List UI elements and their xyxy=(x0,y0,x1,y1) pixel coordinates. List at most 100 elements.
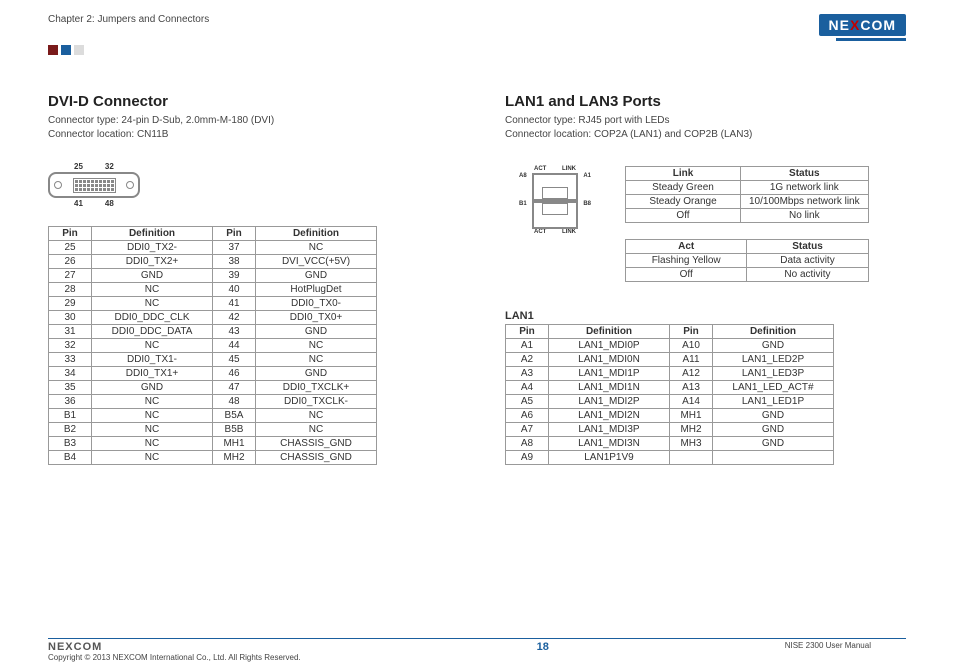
table-cell: 35 xyxy=(49,381,92,395)
table-cell: 28 xyxy=(49,283,92,297)
table-cell: B2 xyxy=(49,423,92,437)
table-cell: 39 xyxy=(213,269,256,283)
table-cell xyxy=(670,451,713,465)
table-cell: GND xyxy=(713,423,834,437)
table-cell: B3 xyxy=(49,437,92,451)
table-cell: LAN1_MDI0N xyxy=(549,353,670,367)
lan-status-block: ACTLINK A8 A1 B1 B8 ACTLINK LinkStatus S… xyxy=(505,166,906,282)
table-cell: Steady Green xyxy=(626,181,741,195)
table-cell: MH3 xyxy=(670,437,713,451)
table-cell: LAN1_MDI3N xyxy=(549,437,670,451)
table-cell: GND xyxy=(92,269,213,283)
table-cell: CHASSIS_GND xyxy=(256,451,377,465)
accent-squares xyxy=(48,45,906,55)
table-cell: No activity xyxy=(747,268,868,282)
table-cell: MH2 xyxy=(670,423,713,437)
table-cell: 36 xyxy=(49,395,92,409)
table-cell: LAN1_LED1P xyxy=(713,395,834,409)
table-cell: 30 xyxy=(49,311,92,325)
table-cell: NC xyxy=(92,395,213,409)
table-cell: LAN1_LED_ACT# xyxy=(713,381,834,395)
table-cell: DDI0_TX2- xyxy=(92,241,213,255)
lan1-pin-table: Pin Definition Pin Definition A1LAN1_MDI… xyxy=(505,324,834,465)
table-cell: Flashing Yellow xyxy=(626,254,747,268)
chapter-title: Chapter 2: Jumpers and Connectors xyxy=(48,14,209,25)
table-cell: LAN1_MDI0P xyxy=(549,339,670,353)
table-cell: 37 xyxy=(213,241,256,255)
footer-logo: NEXCOM xyxy=(48,641,301,653)
table-cell: A6 xyxy=(506,409,549,423)
table-cell: NC xyxy=(256,409,377,423)
table-cell: NC xyxy=(92,283,213,297)
table-cell: DDI0_TX1- xyxy=(92,353,213,367)
table-cell: DDI0_TX0+ xyxy=(256,311,377,325)
table-cell: GND xyxy=(256,269,377,283)
table-cell: 25 xyxy=(49,241,92,255)
table-cell: No link xyxy=(741,209,869,223)
table-cell: NC xyxy=(92,423,213,437)
table-cell: Data activity xyxy=(747,254,868,268)
table-cell: MH1 xyxy=(213,437,256,451)
table-cell: DDI0_TX0- xyxy=(256,297,377,311)
table-cell: GND xyxy=(256,325,377,339)
table-cell: A3 xyxy=(506,367,549,381)
table-cell: B1 xyxy=(49,409,92,423)
table-cell: LAN1_MDI1N xyxy=(549,381,670,395)
dvi-diagram: 25 32 41 48 xyxy=(48,162,449,208)
table-cell: B5A xyxy=(213,409,256,423)
table-cell: A14 xyxy=(670,395,713,409)
table-cell: LAN1_LED2P xyxy=(713,353,834,367)
lan-section: LAN1 and LAN3 Ports Connector type: RJ45… xyxy=(505,93,906,465)
lan-sub1: Connector type: RJ45 port with LEDs xyxy=(505,114,906,128)
table-cell: MH2 xyxy=(213,451,256,465)
lan-heading: LAN1 and LAN3 Ports xyxy=(505,93,906,110)
table-cell: GND xyxy=(713,437,834,451)
table-cell: A9 xyxy=(506,451,549,465)
table-cell: 45 xyxy=(213,353,256,367)
table-cell: LAN1_MDI3P xyxy=(549,423,670,437)
table-cell: LAN1_MDI1P xyxy=(549,367,670,381)
table-cell: 44 xyxy=(213,339,256,353)
table-cell xyxy=(713,451,834,465)
table-cell: A8 xyxy=(506,437,549,451)
table-cell: LAN1_LED3P xyxy=(713,367,834,381)
table-cell: DDI0_DDC_DATA xyxy=(92,325,213,339)
lan-sub2: Connector location: COP2A (LAN1) and COP… xyxy=(505,128,906,142)
table-cell: A11 xyxy=(670,353,713,367)
table-cell: DDI0_TXCLK+ xyxy=(256,381,377,395)
table-cell: Off xyxy=(626,209,741,223)
dvi-sub1: Connector type: 24-pin D-Sub, 2.0mm-M-18… xyxy=(48,114,449,128)
logo-block: NEXCOM xyxy=(819,14,906,41)
table-cell: A13 xyxy=(670,381,713,395)
dvi-sub2: Connector location: CN11B xyxy=(48,128,449,142)
table-cell: MH1 xyxy=(670,409,713,423)
table-cell: A5 xyxy=(506,395,549,409)
table-cell: NC xyxy=(92,451,213,465)
table-cell: NC xyxy=(256,353,377,367)
table-cell: 48 xyxy=(213,395,256,409)
table-cell: 26 xyxy=(49,255,92,269)
table-cell: A7 xyxy=(506,423,549,437)
table-cell: 33 xyxy=(49,353,92,367)
table-cell: A10 xyxy=(670,339,713,353)
table-cell: DDI0_TX2+ xyxy=(92,255,213,269)
table-cell: NC xyxy=(92,437,213,451)
table-cell: A2 xyxy=(506,353,549,367)
table-cell: GND xyxy=(713,339,834,353)
table-cell: NC xyxy=(92,297,213,311)
table-cell: NC xyxy=(256,241,377,255)
table-cell: DDI0_TXCLK- xyxy=(256,395,377,409)
link-status-table: LinkStatus Steady Green1G network linkSt… xyxy=(625,166,869,223)
nexcom-logo: NEXCOM xyxy=(819,14,906,36)
table-cell: Off xyxy=(626,268,747,282)
table-cell: B5B xyxy=(213,423,256,437)
table-cell: GND xyxy=(92,381,213,395)
table-cell: 1G network link xyxy=(741,181,869,195)
manual-name: NISE 2300 User Manual xyxy=(785,641,871,650)
table-cell: 41 xyxy=(213,297,256,311)
table-cell: GND xyxy=(713,409,834,423)
table-cell: NC xyxy=(92,339,213,353)
table-cell: 40 xyxy=(213,283,256,297)
table-cell: NC xyxy=(256,339,377,353)
lan1-label: LAN1 xyxy=(505,310,906,322)
